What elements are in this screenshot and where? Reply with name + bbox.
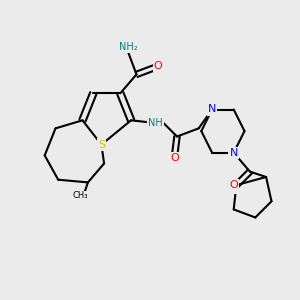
Text: NH₂: NH₂ bbox=[119, 42, 138, 52]
Text: N: N bbox=[230, 148, 238, 158]
Text: N: N bbox=[208, 104, 216, 115]
Text: O: O bbox=[170, 153, 179, 163]
Text: O: O bbox=[154, 61, 163, 71]
Text: NH: NH bbox=[148, 118, 163, 128]
Text: S: S bbox=[98, 140, 105, 150]
Text: CH₃: CH₃ bbox=[72, 191, 88, 200]
Text: O: O bbox=[229, 183, 238, 193]
Text: O: O bbox=[229, 180, 238, 190]
